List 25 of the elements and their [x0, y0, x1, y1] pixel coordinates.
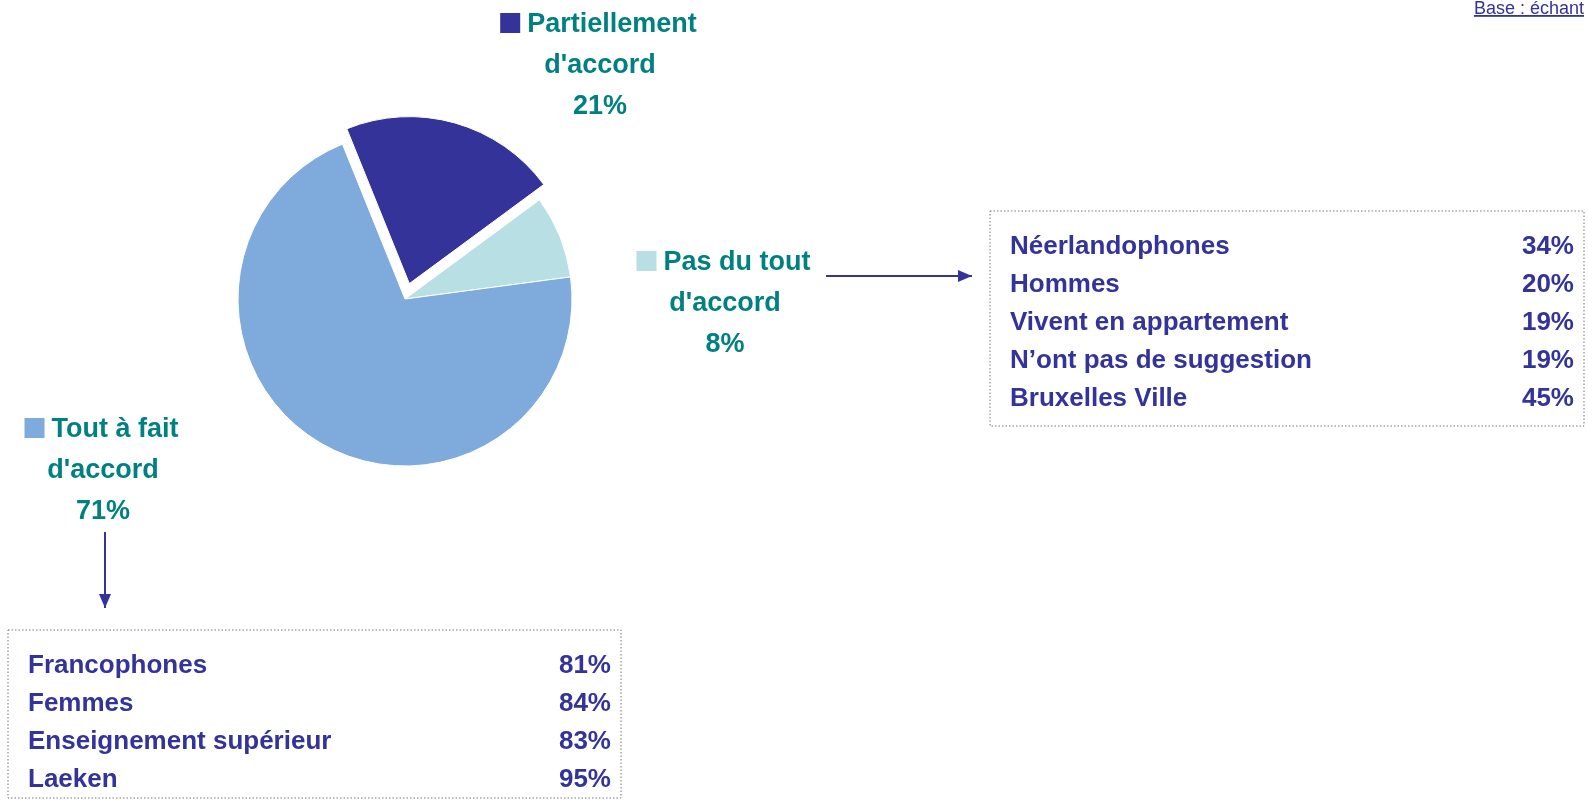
data-label: 71%	[75, 495, 131, 525]
legend-label: Tout à fait d'accord	[47, 413, 179, 484]
text: Enseignement supérieur	[28, 725, 332, 755]
legend-label: Partiellement d'accord	[527, 8, 697, 79]
legend-label: Pas du tout d'accord	[663, 246, 811, 317]
data-label: 8%	[705, 328, 745, 358]
text: Francophones	[28, 649, 208, 679]
text: Hommes	[1010, 268, 1120, 298]
text: 83%	[558, 725, 611, 755]
data-label: 21%	[572, 90, 628, 120]
text: 81%	[558, 649, 611, 679]
text: 34%	[1521, 230, 1574, 260]
text: 20%	[1521, 268, 1574, 298]
text: 95%	[558, 763, 611, 793]
text: Laeken	[28, 763, 118, 793]
text: 45%	[1521, 382, 1574, 412]
text: 19%	[1521, 306, 1574, 336]
text: Femmes	[28, 687, 134, 717]
text: Base : échant	[1473, 0, 1584, 18]
text: 84%	[558, 687, 611, 717]
text: Vivent en appartement	[1010, 306, 1289, 336]
text: N’ont pas de suggestion	[1010, 344, 1312, 374]
text: Néerlandophones	[1010, 230, 1230, 260]
text: Bruxelles Ville	[1010, 382, 1188, 412]
text: 19%	[1521, 344, 1574, 374]
